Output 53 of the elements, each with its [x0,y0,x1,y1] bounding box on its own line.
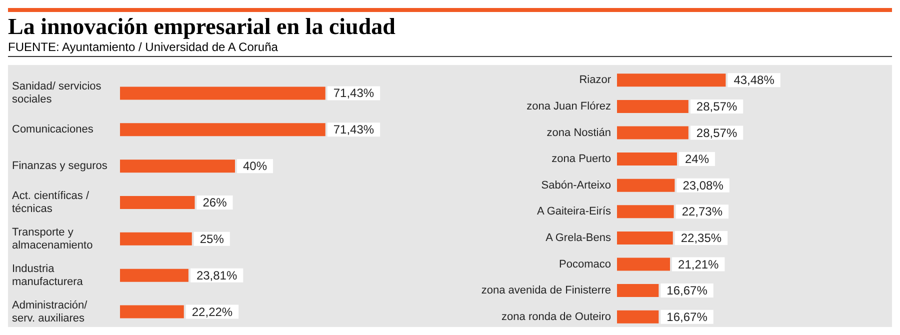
bar [617,152,677,166]
data-label: 26% [202,196,228,210]
y-tick-label: zona Nostián [546,126,611,139]
bar [120,268,188,282]
data-label: 43,48% [734,73,775,88]
chart-subtitle: FUENTE: Ayuntamiento / Universidad de A Coruña [8,40,892,57]
y-tick-label: A Gaiteira-Eirís [537,206,612,218]
data-label: 28,57% [696,126,738,140]
bar [617,126,688,140]
bar [617,284,659,298]
y-tick-label: zona Puerto [552,153,611,166]
data-label: 24% [685,152,710,166]
data-label: 22,35% [680,230,722,245]
bar [120,196,195,209]
data-label: 71,43% [333,86,374,100]
data-label: 25% [200,232,224,246]
y-tick-label: Industria manufacturera [12,262,84,288]
bar [120,86,326,100]
data-label: 16,67% [666,310,708,324]
data-label: 28,57% [696,99,738,114]
bar [617,231,673,244]
bar [617,258,670,271]
bar [617,100,688,113]
y-tick-label: Pocomaco [559,258,611,270]
y-tick-label: zona Juan Flórez [526,100,611,112]
data-label: 40% [243,159,268,174]
bar [617,74,726,87]
y-tick-label: Sabón-Arteixo [541,179,611,192]
y-tick-label: zona avenida de Finisterre [481,284,611,297]
data-label: 23,81% [196,268,238,282]
bar [617,310,659,324]
y-tick-label: Sanidad/ servicios sociales [12,80,104,106]
y-tick-label: A Grela-Bens [546,232,612,244]
data-label: 16,67% [666,284,708,298]
y-tick-label: Comunicaciones [12,124,94,136]
chart-title: La innovación empresarial en la ciudad [8,14,396,40]
data-label: 22,22% [192,304,233,319]
bar [120,160,235,173]
y-tick-label: Finanzas y seguros [12,160,108,172]
bar [617,205,674,218]
y-tick-label: Act. científicas / técnicas [12,190,92,215]
data-label: 21,21% [678,257,720,272]
data-label: 23,08% [682,178,724,192]
bar [617,178,675,192]
y-tick-label: Riazor [579,74,612,86]
y-tick-label: Transporte y almacenamiento [12,226,93,252]
data-label: 71,43% [333,122,374,137]
bar [120,305,184,318]
y-tick-label: zona ronda de Outeiro [502,310,611,323]
bar [120,232,192,246]
y-tick-label: Administración/ serv. auxiliares [12,299,90,324]
bar [120,123,326,136]
data-label: 22,73% [682,204,723,219]
